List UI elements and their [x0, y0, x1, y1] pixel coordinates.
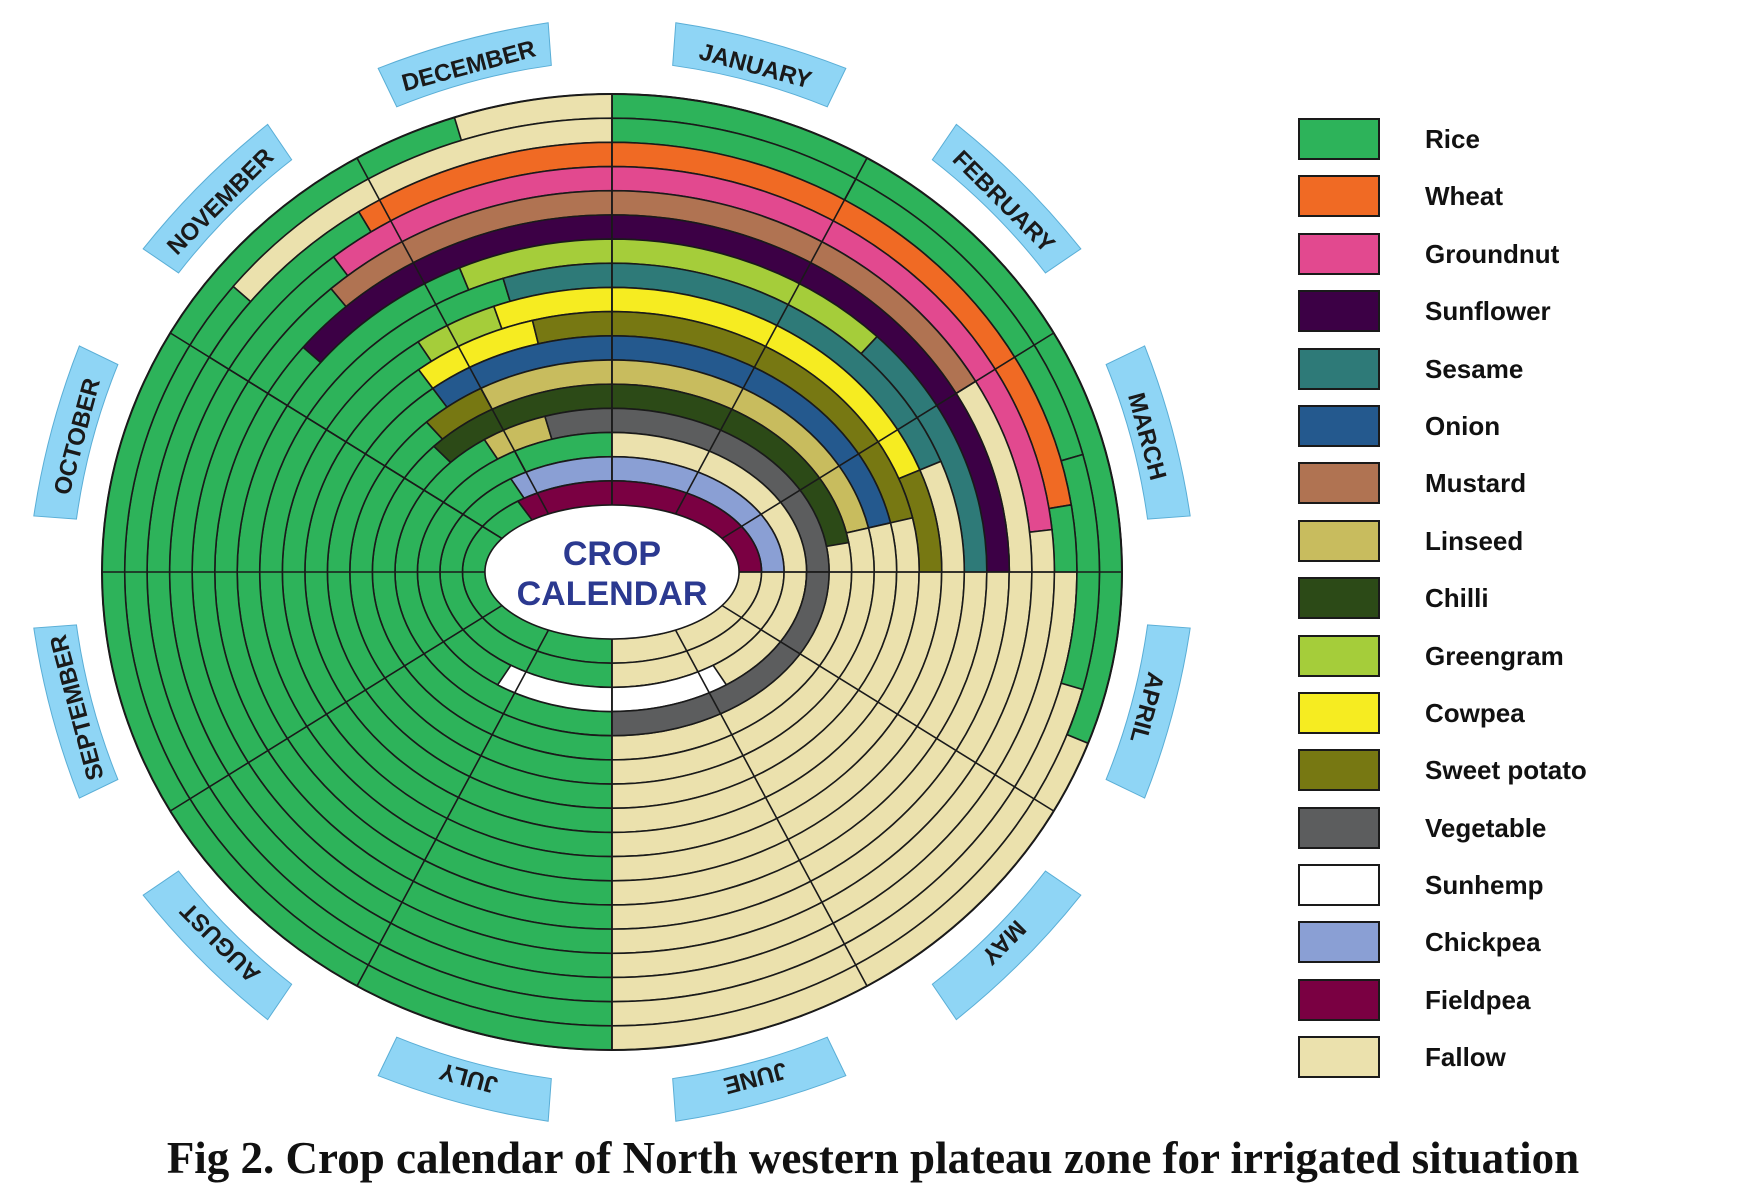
legend-swatch: [1298, 118, 1380, 160]
legend-label: Linseed: [1425, 525, 1524, 556]
legend-swatch: [1298, 634, 1380, 677]
legend-item: Cowpea: [1298, 691, 1718, 749]
legend-item: Fieldpea: [1298, 978, 1718, 1036]
month-label-april: APRIL: [1105, 624, 1191, 799]
legend-item: Sunhemp: [1298, 864, 1718, 921]
month-divider-line: [169, 604, 503, 812]
legend-swatch: [1298, 404, 1380, 447]
legend-item: Greengram: [1298, 634, 1718, 692]
month-divider-line: [674, 157, 868, 515]
ring-segment-fallow: [1028, 528, 1056, 573]
legend-label: Sesame: [1425, 353, 1524, 384]
month-label-june: JUNE: [672, 1036, 847, 1122]
legend-item: Linseed: [1298, 519, 1718, 577]
legend-swatch: [1298, 577, 1380, 620]
legend-item: Groundnut: [1298, 232, 1718, 290]
legend-label: Groundnut: [1425, 238, 1560, 269]
center-hub: [484, 504, 740, 640]
legend-label: Vegetable: [1425, 812, 1547, 843]
legend-swatch: [1298, 978, 1380, 1021]
legend-swatch: [1298, 691, 1380, 734]
legend-item: Chickpea: [1298, 921, 1718, 978]
month-divider-line: [721, 332, 1055, 540]
legend-item: Sunflower: [1298, 290, 1718, 347]
month-divider-line: [721, 604, 1055, 812]
legend-label: Chickpea: [1425, 927, 1541, 958]
legend-swatch: [1298, 175, 1380, 218]
month-divider-line: [674, 629, 868, 987]
legend-swatch: [1298, 347, 1380, 390]
legend-label: Cowpea: [1425, 697, 1525, 728]
legend-swatch: [1298, 519, 1380, 562]
legend-item: Sesame: [1298, 347, 1718, 405]
legend-label: Fieldpea: [1425, 984, 1531, 1015]
crop-rings: [101, 93, 1123, 1051]
legend-label: Rice: [1425, 124, 1480, 154]
legend-label: Greengram: [1425, 640, 1564, 671]
legend-label: Chilli: [1425, 583, 1489, 614]
legend-swatch: [1298, 290, 1380, 333]
month-label-december: DECEMBER: [377, 22, 552, 108]
legend-swatch: [1298, 462, 1380, 505]
ring-segment-fallow: [825, 541, 853, 573]
legend-label: Mustard: [1425, 468, 1527, 499]
legend-item: Vegetable: [1298, 806, 1718, 864]
legend-item: Rice: [1298, 118, 1718, 175]
legend-item: Chilli: [1298, 577, 1718, 634]
month-label-january: JANUARY: [672, 22, 847, 108]
legend-swatch: [1298, 1036, 1380, 1079]
legend: Rice Wheat Groundnut Sunflower Sesame Onion Mu…: [1298, 118, 1718, 1094]
legend-swatch: [1298, 232, 1380, 275]
legend-item: Onion: [1298, 404, 1718, 462]
ring-segment-sunhemp: [496, 664, 613, 713]
month-divider-line: [169, 332, 503, 540]
legend-item: Fallow: [1298, 1036, 1718, 1093]
legend-item: Mustard: [1298, 462, 1718, 519]
legend-label: Onion: [1425, 410, 1501, 441]
outer-border: [101, 93, 1123, 1051]
month-divider-line: [356, 629, 550, 987]
legend-item: Wheat: [1298, 175, 1718, 232]
legend-item: Sweet potato: [1298, 749, 1718, 806]
legend-swatch: [1298, 864, 1380, 907]
legend-label: Fallow: [1425, 1042, 1506, 1073]
center-title-line-2: CALENDAR: [517, 575, 708, 613]
legend-label: Sweet potato: [1425, 755, 1587, 786]
legend-label: Sunflower: [1425, 296, 1551, 327]
month-label-october: OCTOBER: [33, 345, 119, 520]
month-label-september: SEPTEMBER: [33, 624, 119, 799]
month-divider-line: [356, 157, 550, 515]
legend-label: Wheat: [1425, 181, 1503, 212]
figure-caption: Fig 2. Crop calendar of North western pl…: [166, 1133, 1580, 1183]
legend-swatch: [1298, 921, 1380, 964]
legend-swatch: [1298, 749, 1380, 792]
center-title-line-1: CROP: [563, 535, 661, 573]
legend-swatch: [1298, 806, 1380, 849]
legend-label: Sunhemp: [1425, 870, 1544, 901]
month-label-july: JULY: [377, 1036, 552, 1122]
month-label-march: MARCH: [1105, 345, 1191, 520]
